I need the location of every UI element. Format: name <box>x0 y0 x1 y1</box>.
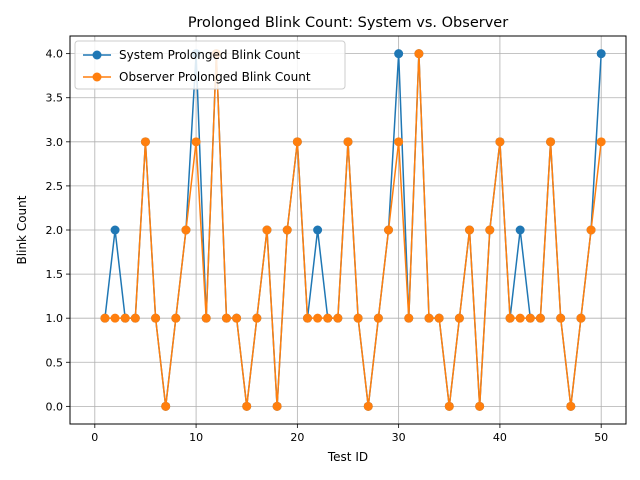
data-point <box>110 225 120 235</box>
y-tick-label: 1.0 <box>46 312 64 325</box>
data-point <box>363 401 373 411</box>
x-tick-label: 20 <box>290 431 304 444</box>
data-point <box>535 313 545 323</box>
data-point <box>313 313 323 323</box>
y-axis-label: Blink Count <box>15 195 29 264</box>
y-axis-ticks: 0.0 0.5 1.0 1.5 2.0 2.5 3.0 3.5 4.0 <box>46 48 70 413</box>
x-axis-label: Test ID <box>327 450 368 464</box>
data-point <box>151 313 161 323</box>
y-tick-label: 2.0 <box>46 224 64 237</box>
y-tick-label: 0.0 <box>46 400 64 413</box>
y-tick-label: 3.5 <box>46 92 64 105</box>
y-tick-label: 3.0 <box>46 136 64 149</box>
data-point <box>140 137 150 147</box>
data-point <box>505 313 515 323</box>
data-point <box>454 313 464 323</box>
data-point <box>323 313 333 323</box>
data-point <box>302 313 312 323</box>
data-point <box>596 137 606 147</box>
legend: System Prolonged Blink Count Observer Pro… <box>74 40 346 90</box>
data-point <box>384 225 394 235</box>
data-point <box>465 225 475 235</box>
data-point <box>546 137 556 147</box>
data-point <box>221 313 231 323</box>
data-point <box>282 225 292 235</box>
chart-title: Prolonged Blink Count: System vs. Observ… <box>188 15 508 31</box>
data-point <box>333 313 343 323</box>
legend-marker <box>92 72 102 82</box>
x-tick-label: 10 <box>189 431 203 444</box>
data-point <box>444 401 454 411</box>
data-point <box>475 401 485 411</box>
y-tick-label: 1.5 <box>46 268 64 281</box>
data-point <box>242 401 252 411</box>
y-tick-label: 2.5 <box>46 180 64 193</box>
data-point <box>414 49 424 59</box>
data-point <box>515 313 525 323</box>
data-point <box>161 401 171 411</box>
legend-label: System Prolonged Blink Count <box>119 48 301 62</box>
data-point <box>586 225 596 235</box>
data-point <box>110 313 120 323</box>
data-point <box>120 313 130 323</box>
data-point <box>181 225 191 235</box>
data-point <box>596 49 606 59</box>
data-point <box>515 225 525 235</box>
data-point <box>353 313 363 323</box>
y-tick-label: 0.5 <box>46 356 64 369</box>
data-point <box>424 313 434 323</box>
data-point <box>130 313 140 323</box>
data-point <box>495 137 505 147</box>
legend-item: Observer Prolonged Blink Count <box>83 70 311 84</box>
data-point <box>191 137 201 147</box>
data-point <box>252 313 262 323</box>
grid-lines <box>70 36 626 424</box>
legend-item: System Prolonged Blink Count <box>83 48 301 62</box>
x-axis-ticks: 0 10 20 30 40 50 <box>91 424 608 444</box>
data-point <box>556 313 566 323</box>
data-point <box>434 313 444 323</box>
legend-marker <box>92 50 102 60</box>
data-point <box>292 137 302 147</box>
legend-box <box>74 40 346 90</box>
data-point <box>485 225 495 235</box>
data-point <box>100 313 110 323</box>
data-point <box>272 401 282 411</box>
data-point <box>232 313 242 323</box>
data-point <box>394 137 404 147</box>
x-tick-label: 30 <box>392 431 406 444</box>
data-point <box>394 49 404 59</box>
data-point <box>566 401 576 411</box>
data-point <box>201 313 211 323</box>
data-point <box>576 313 586 323</box>
x-tick-label: 50 <box>594 431 608 444</box>
x-tick-label: 0 <box>91 431 98 444</box>
data-point <box>373 313 383 323</box>
x-tick-label: 40 <box>493 431 507 444</box>
y-tick-label: 4.0 <box>46 48 64 61</box>
legend-label: Observer Prolonged Blink Count <box>119 70 311 84</box>
data-point <box>343 137 353 147</box>
data-point <box>525 313 535 323</box>
data-point <box>313 225 323 235</box>
data-point <box>171 313 181 323</box>
data-point <box>262 225 272 235</box>
data-point <box>404 313 414 323</box>
